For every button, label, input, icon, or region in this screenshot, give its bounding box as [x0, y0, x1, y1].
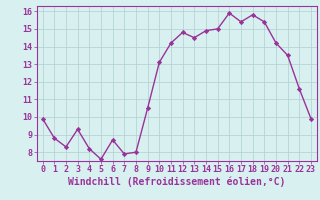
X-axis label: Windchill (Refroidissement éolien,°C): Windchill (Refroidissement éolien,°C)	[68, 177, 285, 187]
